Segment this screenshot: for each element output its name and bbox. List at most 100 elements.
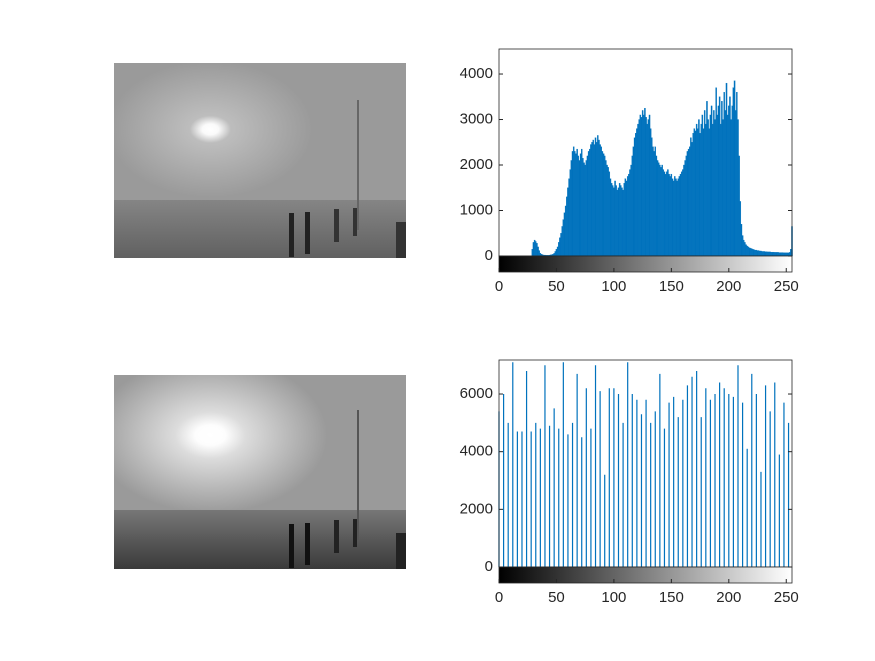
bar xyxy=(777,252,779,257)
bar xyxy=(570,160,573,257)
bar xyxy=(669,176,671,257)
bar xyxy=(617,187,620,257)
bar xyxy=(594,137,597,257)
bar xyxy=(754,249,756,257)
bar xyxy=(785,252,787,257)
bar xyxy=(685,155,688,257)
bar xyxy=(537,246,539,257)
bar xyxy=(717,105,720,257)
bar xyxy=(753,249,755,257)
bar xyxy=(640,117,643,257)
bar xyxy=(554,251,557,257)
bar xyxy=(779,252,782,257)
bar xyxy=(601,151,604,257)
x-tick-label: 100 xyxy=(601,278,626,295)
bar xyxy=(532,242,535,257)
bar xyxy=(585,160,588,257)
bar xyxy=(651,137,653,257)
bar xyxy=(721,101,723,257)
bar xyxy=(748,247,751,257)
bar xyxy=(682,169,684,257)
bar xyxy=(722,119,724,257)
bar xyxy=(768,251,770,257)
bar xyxy=(694,130,697,257)
bar xyxy=(657,162,660,257)
bar xyxy=(726,114,729,257)
bar xyxy=(560,233,562,257)
bar xyxy=(616,189,619,257)
bar xyxy=(733,80,736,257)
bar xyxy=(660,167,662,257)
bar xyxy=(608,171,611,257)
bar xyxy=(636,128,638,257)
bar xyxy=(641,110,644,257)
bar xyxy=(647,119,650,257)
bar xyxy=(533,239,536,257)
bar xyxy=(691,142,693,257)
bar xyxy=(671,178,674,257)
bar xyxy=(576,148,578,257)
bar xyxy=(597,135,599,257)
y-tick-label: 1000 xyxy=(460,201,493,218)
bar xyxy=(632,146,635,257)
bar xyxy=(775,252,777,257)
bar xyxy=(746,245,748,257)
bar xyxy=(607,167,609,257)
bar xyxy=(702,128,705,257)
bar xyxy=(567,187,569,257)
bar xyxy=(652,146,654,257)
x-tick-label: 150 xyxy=(659,278,684,295)
bar xyxy=(709,114,712,257)
bar xyxy=(763,251,766,257)
bar xyxy=(711,123,714,257)
bar xyxy=(623,183,625,257)
bar xyxy=(713,110,715,257)
bar xyxy=(646,123,648,257)
bar xyxy=(668,173,670,257)
y-tick-label: 0 xyxy=(485,558,493,575)
bar xyxy=(656,160,659,257)
bar xyxy=(772,251,775,257)
bar xyxy=(639,114,642,257)
bar xyxy=(723,92,725,257)
bar xyxy=(654,146,656,257)
bar xyxy=(790,249,792,257)
bar xyxy=(690,137,692,257)
bar xyxy=(571,151,574,257)
bar xyxy=(531,249,534,257)
y-tick-label: 4000 xyxy=(460,65,493,82)
bar xyxy=(714,119,716,257)
bar xyxy=(744,242,746,257)
bar xyxy=(749,248,752,257)
colorbar xyxy=(498,255,793,273)
bar xyxy=(628,173,630,257)
bar xyxy=(700,123,702,257)
bar xyxy=(606,164,608,257)
bar xyxy=(590,144,592,257)
bar xyxy=(724,110,727,257)
bar xyxy=(710,105,713,257)
bar xyxy=(663,171,666,257)
bar xyxy=(751,248,753,257)
bar xyxy=(591,142,593,257)
bar xyxy=(683,164,685,257)
bar xyxy=(701,114,704,257)
bar xyxy=(761,251,763,257)
bar xyxy=(635,133,637,257)
bar xyxy=(645,117,647,257)
bar xyxy=(684,160,686,257)
bar xyxy=(667,169,669,257)
y-tick-label: 6000 xyxy=(460,385,493,402)
bar xyxy=(613,187,615,257)
bar xyxy=(655,155,658,257)
bar xyxy=(638,119,640,257)
bar xyxy=(579,153,582,257)
bar xyxy=(771,251,774,257)
bar xyxy=(728,105,730,257)
bar xyxy=(695,123,698,257)
bar xyxy=(584,164,586,257)
bar xyxy=(649,128,652,257)
bar xyxy=(764,251,767,257)
y-tick-label: 4000 xyxy=(460,443,493,460)
bar xyxy=(624,178,627,257)
